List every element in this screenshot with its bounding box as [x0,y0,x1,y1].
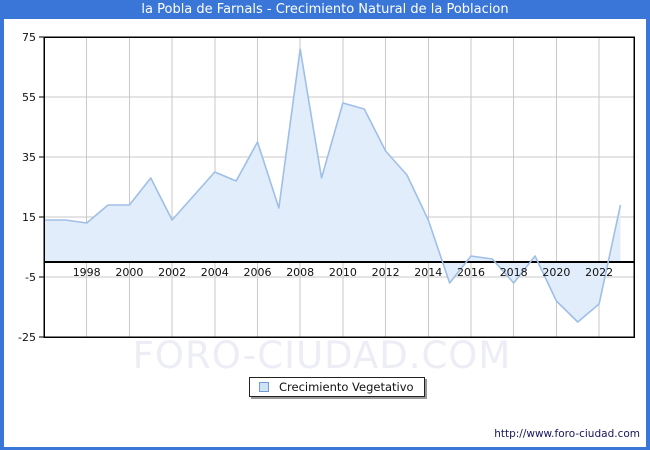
svg-text:1998: 1998 [73,266,101,279]
svg-text:2008: 2008 [286,266,314,279]
y-axis-labels: 75 55 35 15 -5 -25 [18,31,44,344]
watermark: FORO-CIUDAD.COM [132,334,512,377]
svg-text:-5: -5 [25,271,36,284]
legend-box: Crecimiento Vegetativo [249,377,425,397]
svg-text:2000: 2000 [115,266,143,279]
svg-text:2022: 2022 [585,266,613,279]
svg-text:2020: 2020 [542,266,570,279]
svg-text:2010: 2010 [329,266,357,279]
area-series [44,49,621,322]
svg-text:2016: 2016 [457,266,485,279]
svg-text:15: 15 [22,211,36,224]
x-axis-labels: 1998 2000 2002 2004 2006 2008 2010 2012 2014 2016… [73,266,613,279]
footer-url[interactable]: http://www.foro-ciudad.com [494,428,640,440]
title-bar: la Pobla de Farnals - Crecimiento Natura… [4,0,646,19]
svg-text:35: 35 [22,151,36,164]
svg-text:2006: 2006 [244,266,272,279]
line-series [44,48,622,323]
svg-text:2004: 2004 [201,266,229,279]
svg-text:2018: 2018 [500,266,528,279]
svg-text:55: 55 [22,91,36,104]
svg-text:2002: 2002 [158,266,186,279]
series-swatch-icon [259,382,269,392]
svg-text:2012: 2012 [372,266,400,279]
svg-text:2014: 2014 [414,266,442,279]
svg-text:75: 75 [22,31,36,44]
svg-text:-25: -25 [18,331,36,344]
legend-label: Crecimiento Vegetativo [279,380,414,394]
plot-frame [43,36,635,338]
page-title: la Pobla de Farnals - Crecimiento Natura… [141,2,509,17]
